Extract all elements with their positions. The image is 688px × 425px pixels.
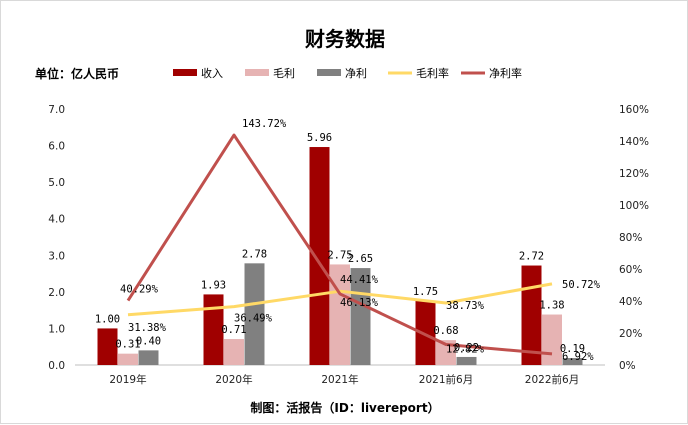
x-tick-label: 2021前6月 xyxy=(419,373,473,386)
data-label-毛利: 0.31 xyxy=(115,339,140,351)
bar-毛利 xyxy=(330,264,350,365)
data-label-毛利: 0.71 xyxy=(221,324,246,336)
data-label-净利率: 40.29% xyxy=(120,284,159,296)
y2-tick-label: 140% xyxy=(619,136,649,148)
y-tick-label: 5.0 xyxy=(48,177,65,189)
bar-毛利 xyxy=(224,339,244,365)
data-label-净利率: 44.41% xyxy=(340,274,379,286)
data-label-毛利率: 50.72% xyxy=(562,279,601,291)
line-毛利率 xyxy=(127,282,553,317)
data-label-净利: 2.65 xyxy=(348,253,373,265)
y2-tick-label: 120% xyxy=(619,168,649,180)
legend-swatch-净利 xyxy=(317,69,341,76)
y-tick-label: 2.0 xyxy=(48,287,65,299)
bar-毛利 xyxy=(542,314,562,365)
legend-label-毛利: 毛利 xyxy=(273,67,295,80)
data-label-收入: 1.00 xyxy=(95,313,120,325)
legend-swatch-收入 xyxy=(173,69,197,76)
y-tick-label: 1.0 xyxy=(48,323,65,335)
legend-label-毛利率: 毛利率 xyxy=(416,66,449,80)
data-label-净利: 0.19 xyxy=(560,343,585,355)
bar-净利 xyxy=(244,263,265,365)
y2-tick-label: 20% xyxy=(619,328,642,340)
y2-tick-label: 60% xyxy=(619,264,642,276)
x-tick-label: 2022前6月 xyxy=(525,373,579,386)
bar-收入 xyxy=(309,147,330,365)
data-label-毛利: 0.68 xyxy=(433,325,458,337)
y-tick-label: 3.0 xyxy=(48,250,65,262)
bar-收入 xyxy=(415,301,436,365)
y2-tick-label: 80% xyxy=(619,232,642,244)
data-label-毛利: 1.38 xyxy=(539,300,564,312)
data-label-毛利率: 36.49% xyxy=(234,313,273,325)
data-label-毛利率: 38.73% xyxy=(446,300,485,312)
bar-收入 xyxy=(97,328,118,365)
data-label-收入: 1.75 xyxy=(413,286,438,298)
y-tick-label: 6.0 xyxy=(48,141,65,153)
y2-tick-label: 160% xyxy=(619,104,649,116)
line-净利率 xyxy=(126,133,553,356)
data-label-毛利: 2.75 xyxy=(327,249,352,261)
data-label-净利: 0.22 xyxy=(454,342,479,354)
data-label-净利: 0.40 xyxy=(136,335,161,347)
x-tick-label: 2020年 xyxy=(215,373,252,386)
y2-tick-label: 100% xyxy=(619,200,649,212)
data-label-收入: 1.93 xyxy=(201,279,226,291)
x-tick-label: 2021年 xyxy=(321,373,358,386)
bar-净利 xyxy=(138,350,159,365)
legend-label-收入: 收入 xyxy=(201,66,223,80)
legend-swatch-毛利 xyxy=(245,69,269,76)
y2-tick-label: 0% xyxy=(619,360,636,372)
bar-毛利 xyxy=(118,353,138,365)
legend-label-净利率: 净利率 xyxy=(489,66,522,80)
bar-净利 xyxy=(456,356,477,365)
y-tick-label: 7.0 xyxy=(48,104,65,116)
y-tick-label: 0.0 xyxy=(48,360,65,372)
bar-收入 xyxy=(521,265,542,365)
data-label-净利率: 12.82% xyxy=(446,343,485,355)
y2-tick-label: 40% xyxy=(619,296,642,308)
data-label-收入: 5.96 xyxy=(307,132,332,144)
data-label-净利率: 143.72% xyxy=(242,118,287,130)
unit-label: 单位：亿人民币 xyxy=(35,67,120,81)
data-label-毛利率: 46.13% xyxy=(340,297,379,309)
x-tick-label: 2019年 xyxy=(109,373,146,386)
bar-净利 xyxy=(562,358,583,365)
chart-title: 财务数据 xyxy=(305,27,385,51)
data-label-净利: 2.78 xyxy=(242,248,267,260)
data-label-收入: 2.72 xyxy=(519,251,544,263)
source-note: 制图：活报告（ID：livereport） xyxy=(250,401,440,415)
data-label-毛利率: 31.38% xyxy=(128,322,167,334)
legend-label-净利: 净利 xyxy=(345,66,367,80)
data-label-净利率: 6.92% xyxy=(562,351,594,363)
bar-收入 xyxy=(203,294,224,365)
y-tick-label: 4.0 xyxy=(48,214,65,226)
